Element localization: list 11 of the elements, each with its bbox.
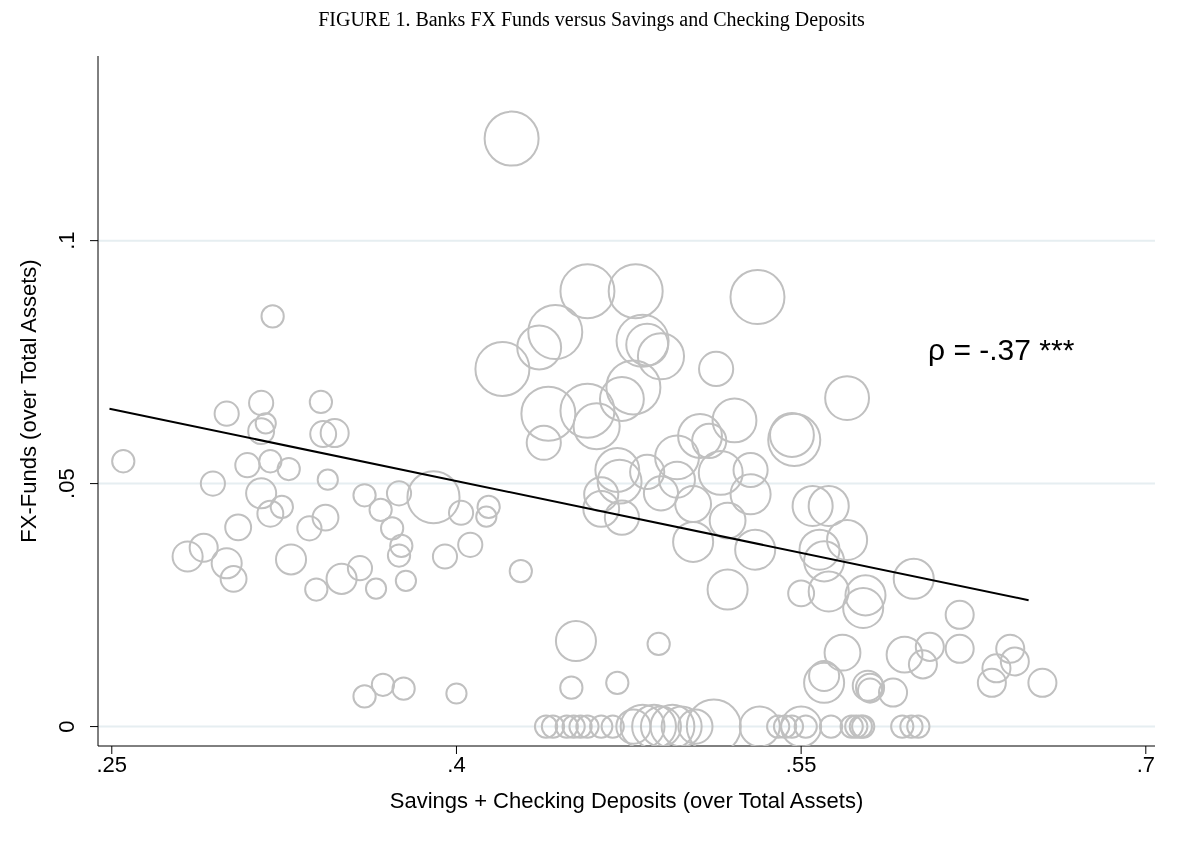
y-axis-title: FX-Funds (over Total Assets) [15, 259, 41, 543]
annotation: ρ = -.37 *** [928, 333, 1075, 367]
y-tick-label: .1 [54, 231, 79, 250]
y-tick-label: 0 [54, 720, 79, 733]
x-tick-label: .55 [785, 751, 817, 777]
chart-title: FIGURE 1. Banks FX Funds versus Savings and Checking Deposits [317, 8, 866, 33]
x-tick-label: .25 [96, 751, 128, 777]
y-tick-label: .05 [54, 468, 79, 499]
x-tick-label: .4 [447, 751, 466, 777]
x-tick-label: .7 [1136, 751, 1155, 777]
x-axis-title: Savings + Checking Deposits (over Total Assets) [389, 788, 864, 813]
